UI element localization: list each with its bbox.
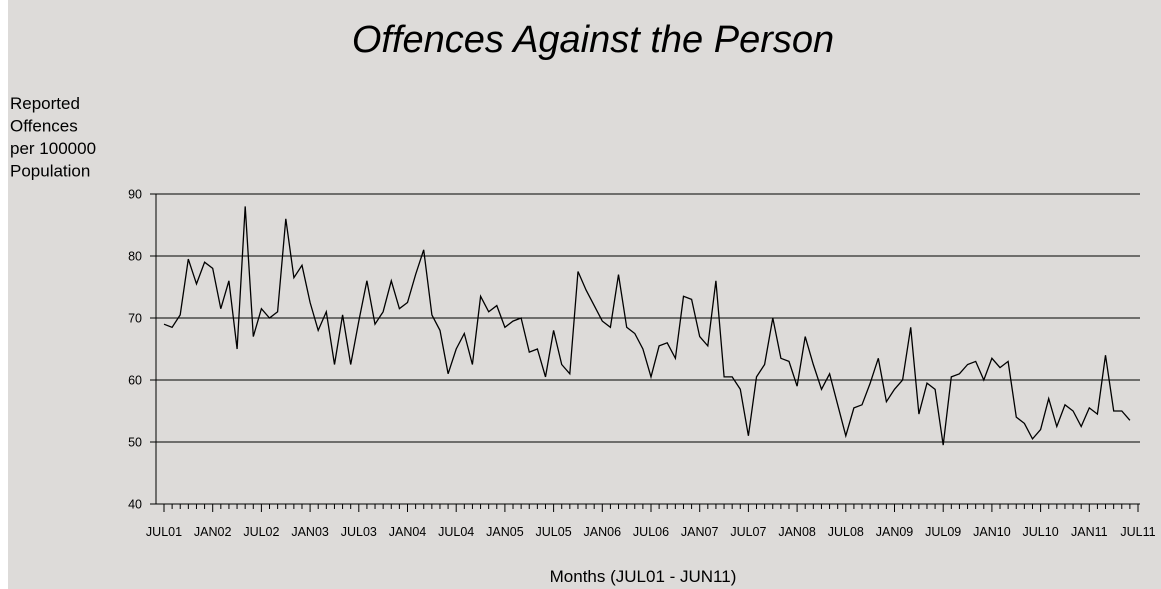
y-tick-label: 70 — [128, 312, 142, 326]
x-tick-label: JAN10 — [973, 525, 1011, 539]
x-tick-label: JUL04 — [438, 525, 474, 539]
x-tick-label: JUL09 — [925, 525, 961, 539]
x-tick-label: JAN09 — [876, 525, 914, 539]
x-tick-label: JUL02 — [243, 525, 279, 539]
chart-title: Offences Against the Person — [352, 19, 834, 61]
x-tick-label: JAN04 — [389, 525, 427, 539]
y-tick-label: 60 — [128, 374, 142, 388]
gridlines — [156, 193, 1140, 443]
x-tick-label: JAN07 — [681, 525, 719, 539]
x-tick-label: JUL10 — [1023, 525, 1059, 539]
x-tick-label: JUL03 — [341, 525, 377, 539]
x-tick-label: JUL08 — [828, 525, 864, 539]
y-axis-ticks: 40 50 60 70 80 90 — [128, 188, 156, 512]
y-axis-label: Reported Offences per 100000 Population — [10, 94, 96, 181]
x-tick-label: JAN06 — [584, 525, 622, 539]
x-tick-label: JAN03 — [291, 525, 329, 539]
x-tick-label: JUL01 — [146, 525, 182, 539]
axes — [155, 194, 1140, 505]
y-tick-label: 90 — [128, 188, 142, 202]
x-tick-label: JAN05 — [486, 525, 524, 539]
y-axis-label-line: per 100000 — [10, 139, 96, 158]
x-tick-label: JAN08 — [778, 525, 816, 539]
series-group — [163, 206, 1131, 446]
y-axis-label-line: Population — [10, 162, 90, 181]
chart-panel: Offences Against the Person Reported Offe… — [8, 0, 1161, 589]
y-axis-label-line: Reported — [10, 94, 80, 113]
x-tick-label: JUL07 — [730, 525, 766, 539]
x-tick-label: JAN11 — [1071, 525, 1108, 539]
x-axis-ticks: JUL01 JAN02 JUL02 JAN03 JUL03 JAN04 JUL04 JAN05… — [146, 504, 1156, 539]
y-axis-label-line: Offences — [10, 117, 78, 136]
x-tick-label: JUL05 — [536, 525, 572, 539]
y-tick-label: 40 — [128, 498, 142, 512]
y-tick-label: 50 — [128, 436, 142, 450]
x-tick-label: JUL06 — [633, 525, 669, 539]
x-tick-label: JAN02 — [194, 525, 232, 539]
series-line — [163, 206, 1131, 446]
line-chart: Offences Against the Person Reported Offe… — [10, 19, 1156, 586]
y-tick-label: 80 — [128, 250, 142, 264]
x-axis-label: Months (JUL01 - JUN11) — [550, 567, 737, 586]
x-tick-label: JUL11 — [1120, 525, 1155, 539]
